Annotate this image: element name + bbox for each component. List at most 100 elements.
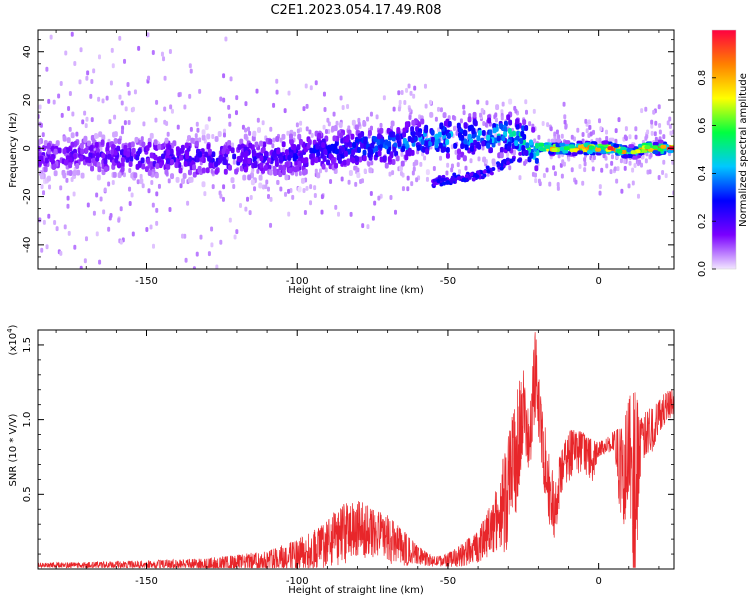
snr-x-ticks: -150 -100 -50 0 xyxy=(55,330,660,587)
spectrogram-speckle xyxy=(163,106,167,112)
spectrogram-speckle xyxy=(652,109,656,115)
spectrogram-ridge-cell xyxy=(551,148,558,153)
spectrogram-speckle xyxy=(68,126,72,132)
spectrogram-ridge-cell xyxy=(401,145,406,152)
spectrogram-ridge-cell xyxy=(183,160,188,167)
spectrogram-speckle xyxy=(228,121,232,127)
spectrogram-ridge-cell xyxy=(153,154,158,161)
spectrogram-speckle xyxy=(65,177,69,183)
spectrogram-ridge-cell xyxy=(187,134,192,141)
spectrogram-ridge-cell xyxy=(137,148,142,155)
spectrogram-ridge-cell xyxy=(488,129,493,136)
spectrogram-speckle xyxy=(469,158,473,164)
spectrogram-speckle xyxy=(222,128,226,134)
spectrogram-ridge-cell xyxy=(525,142,530,149)
spectrogram-ridge-cell xyxy=(346,158,351,165)
spectrogram-ridge-cell xyxy=(227,139,232,146)
spectrogram-ridge-cell xyxy=(214,136,219,143)
spectrogram-speckle xyxy=(118,35,122,41)
spectrogram-ridge-cell xyxy=(463,138,468,145)
spectrogram-ridge-cell xyxy=(182,172,187,179)
spectrogram-ridge-cell xyxy=(499,152,504,159)
spectrogram-ridge-cell xyxy=(499,146,504,153)
spectrogram-speckle xyxy=(248,210,252,216)
spectrogram-speckle xyxy=(183,104,187,110)
spectrogram-speckle xyxy=(45,66,49,72)
spectrogram-ridge-cell xyxy=(116,145,121,152)
spectrogram-speckle xyxy=(595,137,599,143)
spectrogram-ridge-cell xyxy=(201,129,206,136)
spectrogram-ridge-cell xyxy=(76,169,81,176)
spectrogram-ridge-cell xyxy=(347,129,352,136)
spectrogram-speckle xyxy=(562,101,566,107)
spectrogram-ridge-cell xyxy=(214,168,219,175)
spectrogram-speckle xyxy=(332,111,336,117)
spectrogram-ridge-cell xyxy=(225,148,230,155)
spectrogram-speckle xyxy=(256,168,260,174)
spectrogram-ridge-cell xyxy=(302,169,307,176)
spectrogram-ridge-cell xyxy=(362,149,367,156)
spectrogram-speckle xyxy=(484,122,488,128)
spectrogram-ridge-cell xyxy=(134,136,139,143)
spectrogram-speckle xyxy=(211,184,215,190)
spectrogram-ridge-cell xyxy=(613,143,620,148)
spectrogram-speckle xyxy=(75,131,79,137)
colorbar-tick-label: 0.8 xyxy=(697,70,708,86)
spectrogram-speckle xyxy=(346,104,350,110)
spectrogram-speckle xyxy=(549,126,553,132)
x-tick-label: -100 xyxy=(286,576,309,587)
snr-x-axis-label: Height of straight line (km) xyxy=(288,585,424,596)
spectrogram-speckle xyxy=(89,93,93,99)
spectrogram-speckle xyxy=(634,134,638,140)
spectrogram-speckle xyxy=(119,206,123,212)
spectrogram-speckle xyxy=(394,209,398,215)
spectrogram-speckle xyxy=(45,244,49,250)
spectrogram-ridge-cell xyxy=(256,152,261,159)
spectrogram-speckle xyxy=(434,116,438,122)
spectrogram-ridge-cell xyxy=(382,155,387,162)
spectrogram-speckle xyxy=(255,88,259,94)
spectrogram-speckle xyxy=(406,175,410,181)
spectrogram-ridge-cell xyxy=(161,153,166,160)
spectrogram-speckle xyxy=(524,99,528,105)
spectrogram-speckle xyxy=(439,155,443,161)
spectrogram-ridge-cell xyxy=(300,177,305,184)
spectrogram-ridge-cell xyxy=(297,133,302,140)
spectrogram-ridge-cell xyxy=(135,154,140,161)
spectrogram-ridge-cell xyxy=(391,158,396,165)
spectrogram-speckle xyxy=(598,184,602,190)
spectrogram-ridge-cell xyxy=(232,153,237,160)
spectrogram-branch-cell xyxy=(511,157,516,162)
spectrogram-speckle xyxy=(235,229,239,235)
spectrogram-ridge-cell xyxy=(438,142,443,149)
spectrogram-ridge-cell xyxy=(49,156,54,163)
spectrogram-ridge-cell xyxy=(298,138,303,145)
spectrogram-speckle xyxy=(398,99,402,105)
spectrogram-speckle xyxy=(583,161,587,167)
spectrogram-ridge-cell xyxy=(149,152,154,159)
spectrogram-speckle xyxy=(605,135,609,141)
spectrogram-ridge-cell xyxy=(515,123,520,130)
spectrogram-ridge-cell xyxy=(146,157,151,164)
spectrogram-ridge-cell xyxy=(214,161,219,168)
spectrogram-speckle xyxy=(567,156,571,162)
spectrogram-ridge-cell xyxy=(43,139,48,146)
spectrogram-speckle xyxy=(188,63,192,69)
spectrogram-speckle xyxy=(500,115,504,121)
spectrogram-speckle xyxy=(556,182,560,188)
spectrogram-ridge-cell xyxy=(568,144,575,149)
spectrogram-y-ticks: -40 -20 0 20 40 xyxy=(22,39,674,270)
spectrogram-ridge-cell xyxy=(79,155,84,162)
spectrogram-ridge-cell xyxy=(288,133,293,140)
spectrogram-speckle xyxy=(542,173,546,179)
spectrogram-ridge-cell xyxy=(46,148,51,155)
spectrogram-ridge-cell xyxy=(189,176,194,183)
spectrogram-ridge-cell xyxy=(420,138,425,145)
spectrogram-ridge-cell xyxy=(130,141,135,148)
spectrogram-speckle xyxy=(658,122,662,128)
spectrogram-speckle xyxy=(55,226,59,232)
spectrogram-speckle xyxy=(450,144,454,150)
spectrogram-ridge-cell xyxy=(262,141,267,148)
spectrogram-speckle xyxy=(514,108,518,114)
spectrogram-speckle xyxy=(620,188,624,194)
